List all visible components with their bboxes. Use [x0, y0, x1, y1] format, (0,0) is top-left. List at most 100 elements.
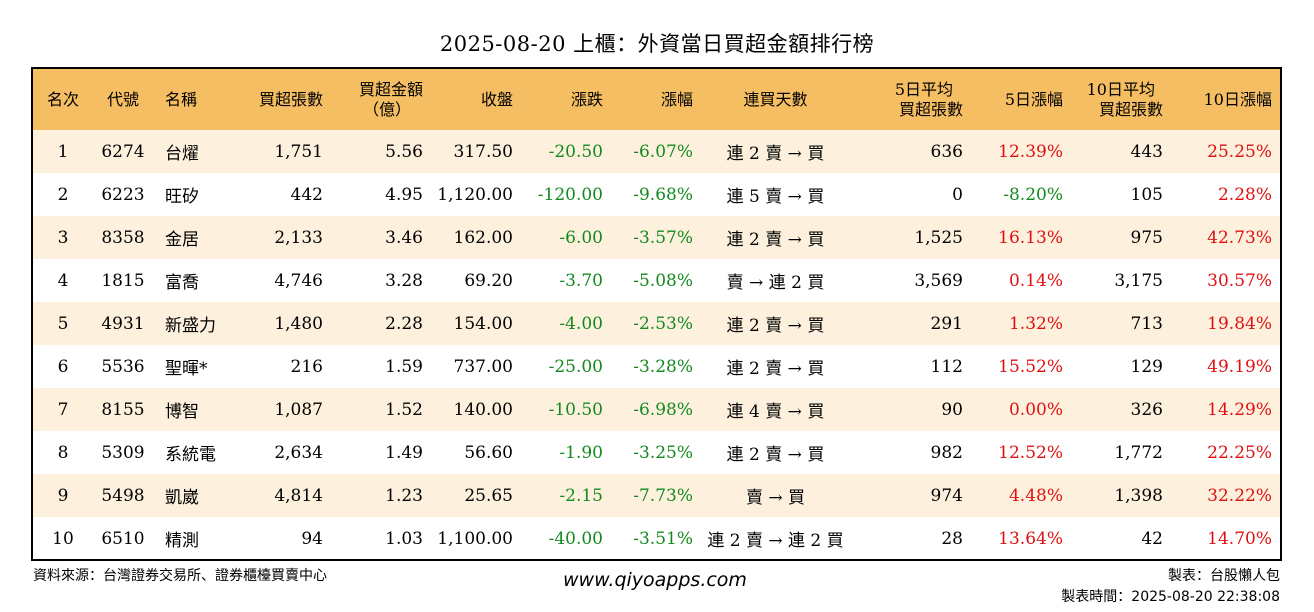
table-row: 1 6274 台燿 1,751 5.56 317.50 -20.50 -6.07% 連 2 賣 …: [33, 130, 1280, 173]
cell-change-pct: -6.07%: [633, 141, 693, 162]
cell-name: 新盛力: [165, 316, 216, 336]
cell-streak: 賣 → 買: [745, 488, 806, 508]
cell-streak: 連 2 賣 → 買: [726, 445, 825, 465]
cell-pct5: 13.64%: [998, 528, 1063, 549]
cell-avg10: 326: [1130, 399, 1163, 420]
cell-buy-amount: 4.95: [385, 184, 423, 205]
cell-code: 8358: [101, 227, 145, 248]
cell-pct5: -8.20%: [1003, 184, 1063, 205]
cell-pct5: 0.00%: [1008, 399, 1063, 420]
table-row: 2 6223 旺矽 442 4.95 1,120.00 -120.00 -9.68% 連 5 賣…: [33, 173, 1280, 216]
header-code: 代號: [106, 89, 139, 109]
cell-buy-lots: 1,087: [274, 399, 323, 420]
header-streak: 連買天數: [743, 89, 808, 109]
cell-streak: 連 2 賣 → 買: [726, 359, 825, 379]
cell-pct10: 49.19%: [1207, 356, 1272, 377]
cell-code: 6274: [101, 141, 145, 162]
header-avg5-line1: 5日平均: [894, 79, 953, 99]
cell-streak: 連 2 賣 → 連 2 買: [707, 531, 844, 551]
header-close: 收盤: [480, 89, 513, 109]
header-buy-amount-line2: （億）: [362, 99, 411, 119]
footer-credits: 製表：台股懶人包 製表時間：2025-08-20 22:38:08: [1061, 566, 1280, 608]
cell-code: 5536: [101, 356, 145, 377]
cell-change: -25.00: [548, 356, 603, 377]
cell-avg10: 1,398: [1114, 485, 1163, 506]
cell-code: 5309: [101, 442, 145, 463]
cell-change: -40.00: [548, 528, 603, 549]
cell-buy-amount: 5.56: [385, 141, 423, 162]
cell-change-pct: -2.53%: [633, 313, 693, 334]
cell-name: 富喬: [165, 273, 199, 293]
cell-streak: 連 2 賣 → 買: [726, 144, 825, 164]
cell-change-pct: -3.51%: [633, 528, 693, 549]
cell-close: 737.00: [453, 356, 513, 377]
header-rank: 名次: [46, 89, 79, 109]
cell-rank: 2: [57, 184, 69, 205]
cell-code: 5498: [101, 485, 145, 506]
cell-buy-amount: 1.03: [385, 528, 423, 549]
cell-pct5: 1.32%: [1008, 313, 1063, 334]
cell-pct10: 22.25%: [1207, 442, 1272, 463]
cell-buy-amount: 2.28: [385, 313, 423, 334]
cell-code: 4931: [101, 313, 145, 334]
cell-rank: 5: [57, 313, 69, 334]
cell-name: 博智: [165, 402, 199, 422]
cell-buy-lots: 1,480: [274, 313, 323, 334]
table-body: 1 6274 台燿 1,751 5.56 317.50 -20.50 -6.07% 連 2 賣 …: [33, 130, 1280, 559]
cell-avg5: 90: [941, 399, 963, 420]
cell-avg5: 0: [952, 184, 963, 205]
cell-change-pct: -5.08%: [633, 270, 693, 291]
cell-avg10: 713: [1130, 313, 1163, 334]
cell-change-pct: -3.57%: [633, 227, 693, 248]
cell-pct10: 32.22%: [1207, 485, 1272, 506]
cell-pct10: 19.84%: [1207, 313, 1272, 334]
cell-buy-lots: 2,133: [274, 227, 323, 248]
maker-label: 製表：台股懶人包: [1168, 568, 1280, 584]
cell-rank: 1: [57, 141, 69, 162]
table-row: 9 5498 凱崴 4,814 1.23 25.65 -2.15 -7.73% 賣 → 買 974…: [33, 474, 1280, 517]
cell-close: 1,100.00: [437, 528, 513, 549]
table-row: 6 5536 聖暉* 216 1.59 737.00 -25.00 -3.28% 連 2 賣 →…: [33, 345, 1280, 388]
cell-name: 系統電: [165, 445, 216, 465]
cell-buy-lots: 1,751: [274, 141, 323, 162]
cell-avg10: 3,175: [1114, 270, 1163, 291]
cell-buy-amount: 3.46: [385, 227, 423, 248]
cell-pct10: 2.28%: [1217, 184, 1272, 205]
cell-streak: 連 5 賣 → 買: [726, 187, 825, 207]
cell-name: 金居: [165, 230, 199, 250]
cell-streak: 連 4 賣 → 買: [726, 402, 825, 422]
cell-change-pct: -3.25%: [633, 442, 693, 463]
cell-streak: 連 2 賣 → 買: [726, 230, 825, 250]
table-row: 5 4931 新盛力 1,480 2.28 154.00 -4.00 -2.53% 連 2 賣 …: [33, 302, 1280, 345]
cell-avg10: 1,772: [1114, 442, 1163, 463]
cell-rank: 7: [57, 399, 69, 420]
cell-avg10: 42: [1141, 528, 1163, 549]
cell-change-pct: -6.98%: [633, 399, 693, 420]
ranking-table: 名次 代號 名稱 買超張數 買超金額 （億） 收盤 漲跌 漲幅 連買天數 5日平…: [33, 69, 1280, 559]
header-avg10-line2: 買超張數: [1098, 99, 1163, 119]
cell-rank: 3: [57, 227, 69, 248]
cell-avg5: 112: [930, 356, 963, 377]
cell-code: 8155: [101, 399, 145, 420]
cell-pct5: 4.48%: [1008, 485, 1063, 506]
website-link[interactable]: www.qiyoapps.com: [563, 569, 747, 591]
made-time: 製表時間：2025-08-20 22:38:08: [1061, 589, 1280, 605]
cell-name: 聖暉*: [165, 359, 208, 379]
table-header-row: 名次 代號 名稱 買超張數 買超金額 （億） 收盤 漲跌 漲幅 連買天數 5日平…: [33, 69, 1280, 130]
cell-avg10: 975: [1130, 227, 1163, 248]
cell-change: -4.00: [559, 313, 603, 334]
header-avg5-line2: 買超張數: [898, 99, 963, 119]
cell-change: -1.90: [559, 442, 603, 463]
cell-pct5: 15.52%: [998, 356, 1063, 377]
cell-pct10: 42.73%: [1207, 227, 1272, 248]
cell-code: 6223: [101, 184, 145, 205]
cell-change: -10.50: [548, 399, 603, 420]
header-avg5: 5日平均 買超張數: [858, 69, 963, 130]
cell-pct10: 14.29%: [1207, 399, 1272, 420]
cell-pct5: 0.14%: [1008, 270, 1063, 291]
header-avg10: 10日平均 買超張數: [1063, 69, 1163, 130]
header-buy-amount-line1: 買超金額: [358, 79, 423, 99]
table-row: 3 8358 金居 2,133 3.46 162.00 -6.00 -3.57% 連 2 賣 →…: [33, 216, 1280, 259]
data-source: 資料來源：台灣證券交易所、證券櫃檯買賣中心: [33, 568, 327, 584]
cell-close: 154.00: [453, 313, 513, 334]
